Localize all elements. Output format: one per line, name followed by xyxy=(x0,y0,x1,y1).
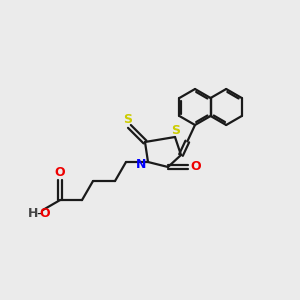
Text: N: N xyxy=(136,158,146,170)
Text: O: O xyxy=(55,166,65,178)
Text: O: O xyxy=(191,160,201,173)
Text: S: S xyxy=(172,124,181,136)
Text: -: - xyxy=(36,206,41,220)
Text: H: H xyxy=(28,207,38,220)
Text: O: O xyxy=(39,207,50,220)
Text: S: S xyxy=(123,113,132,126)
